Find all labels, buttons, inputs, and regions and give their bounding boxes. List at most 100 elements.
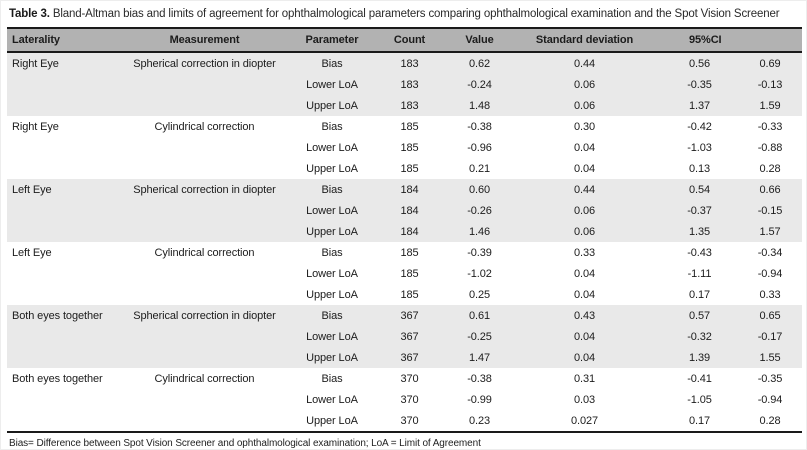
cell-measurement: [127, 263, 282, 284]
cell-parameter: Bias: [282, 52, 382, 74]
cell-parameter: Bias: [321, 246, 343, 259]
cell-count: 185: [400, 162, 419, 175]
col-header-95ci: 95%CI: [647, 27, 802, 53]
cell-parameter: Lower LoA: [282, 326, 382, 347]
cell-standard-deviation: 0.06: [522, 221, 647, 242]
cell-value: 0.21: [468, 162, 490, 175]
cell-count: 185: [400, 120, 419, 133]
cell-value: 0.23: [437, 410, 522, 433]
cell-count: 185: [400, 267, 419, 280]
cell-measurement: [127, 389, 282, 410]
bland-altman-table: Laterality Measurement Parameter Count V…: [7, 27, 802, 433]
cell-standard-deviation: 0.04: [573, 267, 595, 280]
col-header-parameter: Parameter: [282, 27, 382, 53]
cell-value: -0.99: [467, 393, 492, 406]
cell-ci-lower: -1.05: [687, 393, 712, 406]
cell-measurement: Spherical correction in diopter: [127, 179, 282, 200]
cell-value: 0.62: [437, 52, 522, 74]
col-header-value: Value: [437, 27, 522, 53]
cell-laterality: [7, 137, 127, 158]
cell-count: 185: [400, 141, 419, 154]
cell-standard-deviation: 0.04: [522, 347, 647, 368]
cell-ci-lower: -0.41: [687, 372, 712, 385]
cell-measurement: [127, 137, 282, 158]
cell-parameter: Bias: [321, 120, 343, 133]
cell-value: -0.26: [437, 200, 522, 221]
cell-parameter: Upper LoA: [282, 95, 382, 116]
cell-ci-upper: 1.59: [752, 95, 802, 116]
cell-count: 367: [382, 305, 437, 326]
cell-count: 183: [382, 95, 437, 116]
table-caption: Bland-Altman bias and limits of agreemen…: [52, 8, 780, 20]
cell-value: 1.46: [437, 221, 522, 242]
table-row: Left Eye Cylindrical correction Bias 185 -0.…: [7, 242, 802, 263]
cell-parameter: Upper LoA: [306, 162, 358, 175]
table-row: Upper LoA 370 0.23 0.027 0.17 0.28: [7, 410, 802, 433]
cell-measurement: Cylindrical correction: [154, 246, 255, 259]
cell-laterality: Both eyes together: [7, 305, 127, 326]
cell-ci-lower: -1.03: [687, 141, 712, 154]
cell-laterality: [7, 158, 127, 179]
cell-parameter: Lower LoA: [282, 74, 382, 95]
cell-value: 0.25: [468, 288, 490, 301]
cell-measurement: Cylindrical correction: [154, 120, 255, 133]
cell-count: 184: [382, 200, 437, 221]
cell-measurement: [127, 221, 282, 242]
cell-value: -0.38: [467, 372, 492, 385]
cell-laterality: [7, 410, 127, 433]
cell-laterality: Right Eye: [12, 120, 59, 133]
cell-laterality: [7, 263, 127, 284]
table-row: Right Eye Cylindrical correction Bias 185 -0…: [7, 116, 802, 137]
cell-count: 184: [382, 179, 437, 200]
cell-ci-upper: 0.69: [752, 52, 802, 74]
cell-measurement: [127, 326, 282, 347]
cell-ci-lower: -0.43: [687, 246, 712, 259]
cell-value: 1.48: [437, 95, 522, 116]
cell-laterality: [7, 389, 127, 410]
cell-standard-deviation: 0.43: [522, 305, 647, 326]
cell-ci-lower: 0.17: [647, 410, 752, 433]
cell-ci-lower: 0.56: [647, 52, 752, 74]
cell-laterality: Left Eye: [12, 246, 52, 259]
cell-measurement: [127, 158, 282, 179]
table-row: Lower LoA 185 -0.96 0.04 -1.03 -0.88: [7, 137, 802, 158]
cell-ci-lower: 0.13: [688, 162, 710, 175]
cell-value: 0.61: [437, 305, 522, 326]
cell-ci-lower: 1.35: [647, 221, 752, 242]
cell-ci-upper: -0.94: [757, 393, 783, 406]
cell-ci-upper: -0.15: [752, 200, 802, 221]
cell-count: 183: [382, 52, 437, 74]
cell-standard-deviation: 0.31: [573, 372, 595, 385]
cell-laterality: Right Eye: [7, 52, 127, 74]
cell-ci-lower: -0.37: [647, 200, 752, 221]
cell-ci-upper: -0.35: [757, 372, 783, 385]
cell-measurement: [127, 410, 282, 433]
cell-value: -0.25: [437, 326, 522, 347]
table-row: Lower LoA 185 -1.02 0.04 -1.11 -0.94: [7, 263, 802, 284]
cell-parameter: Upper LoA: [282, 410, 382, 433]
cell-ci-lower: 0.17: [688, 288, 710, 301]
cell-count: 370: [400, 372, 419, 385]
cell-count: 370: [400, 393, 419, 406]
cell-measurement: Cylindrical correction: [154, 372, 255, 385]
cell-standard-deviation: 0.04: [573, 162, 595, 175]
cell-measurement: [127, 347, 282, 368]
cell-ci-upper: -0.33: [757, 120, 783, 133]
cell-ci-lower: -0.42: [687, 120, 712, 133]
cell-parameter: Lower LoA: [306, 393, 358, 406]
cell-parameter: Bias: [321, 372, 343, 385]
cell-value: -1.02: [467, 267, 492, 280]
cell-laterality: [7, 347, 127, 368]
cell-measurement: Spherical correction in diopter: [127, 52, 282, 74]
cell-ci-lower: -1.11: [687, 267, 712, 280]
cell-value: -0.39: [467, 246, 492, 259]
header-row: Laterality Measurement Parameter Count V…: [7, 27, 802, 53]
table-row: Both eyes together Cylindrical correction…: [7, 368, 802, 389]
table-row: Lower LoA 367 -0.25 0.04 -0.32 -0.17: [7, 326, 802, 347]
cell-measurement: [127, 200, 282, 221]
cell-ci-lower: -0.32: [647, 326, 752, 347]
table-row: Upper LoA 185 0.21 0.04 0.13 0.28: [7, 158, 802, 179]
cell-value: 1.47: [437, 347, 522, 368]
table-row: Lower LoA 184 -0.26 0.06 -0.37 -0.15: [7, 200, 802, 221]
cell-standard-deviation: 0.30: [573, 120, 595, 133]
